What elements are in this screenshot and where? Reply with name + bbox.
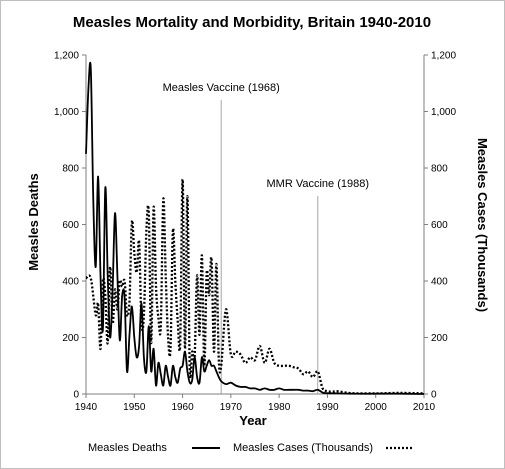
y-tick-label-left: 0 xyxy=(73,390,79,401)
y-tick-label-right: 0 xyxy=(431,390,437,401)
legend-label-cases: Measles Cases (Thousands) xyxy=(233,442,373,454)
y-axis-left-label: Measles Deaths xyxy=(26,173,41,271)
y-tick-label-right: 1,000 xyxy=(431,107,456,118)
legend: Measles Deaths Measles Cases (Thousands) xyxy=(88,442,414,454)
x-tick-label: 1990 xyxy=(316,402,339,413)
x-tick-label: 1950 xyxy=(123,402,146,413)
annotations: Measles Vaccine (1968) MMR Vaccine (1988) xyxy=(163,82,369,394)
plot-area xyxy=(85,55,425,395)
y-tick-label-right: 400 xyxy=(431,277,448,288)
y-tick-label-right: 200 xyxy=(431,333,448,344)
x-tick-label: 1970 xyxy=(220,402,243,413)
x-tick-label: 1960 xyxy=(171,402,194,413)
y-tick-label-left: 1,000 xyxy=(54,107,79,118)
series-group xyxy=(85,61,425,395)
annotation-label: Measles Vaccine (1968) xyxy=(163,82,280,94)
y-tick-label-left: 600 xyxy=(62,220,79,231)
x-tick-label: 1940 xyxy=(75,402,98,413)
x-tick-label: 1980 xyxy=(268,402,291,413)
y-axis-right-label: Measles Cases (Thousands) xyxy=(475,138,490,312)
y-tick-label-right: 1,200 xyxy=(431,51,456,62)
series-line-cases xyxy=(85,178,425,395)
y-tick-label-left: 1,200 xyxy=(54,51,79,62)
y-tick-label-left: 200 xyxy=(62,333,79,344)
x-tick-label: 2010 xyxy=(413,402,436,413)
x-tick-label: 2000 xyxy=(365,402,388,413)
x-axis-label: Year xyxy=(239,413,266,428)
y-tick-label-left: 400 xyxy=(62,277,79,288)
annotation-label: MMR Vaccine (1988) xyxy=(267,178,370,190)
series-line-deaths xyxy=(85,61,425,395)
chart-title: Measles Mortality and Morbidity, Britain… xyxy=(73,14,431,31)
legend-label-deaths: Measles Deaths xyxy=(88,442,167,454)
y-tick-label-right: 600 xyxy=(431,220,448,231)
y-tick-label-right: 800 xyxy=(431,164,448,175)
y-tick-label-left: 800 xyxy=(62,164,79,175)
axis-ticks: 0 0 200 200 400 400 600 600 800 800 1,000 1,000 1,20… xyxy=(54,51,456,414)
